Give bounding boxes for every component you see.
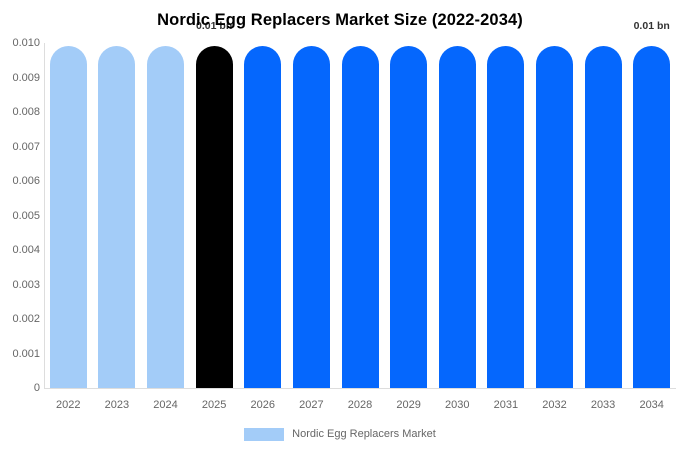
x-tick-label-2027: 2027 xyxy=(299,399,324,411)
bar-2025[interactable] xyxy=(195,46,233,388)
chart-title: Nordic Egg Replacers Market Size (2022-2… xyxy=(157,11,523,29)
bar-2034[interactable] xyxy=(633,46,671,388)
data-label-2025: 0.01 bn xyxy=(196,20,233,32)
bar-2024[interactable] xyxy=(147,46,185,388)
bar-2031[interactable] xyxy=(487,46,525,388)
x-axis-line xyxy=(44,388,676,389)
y-tick-label-0.003: 0.003 xyxy=(12,278,40,291)
x-tick-label-2033: 2033 xyxy=(590,399,616,411)
bar-2026[interactable] xyxy=(244,46,282,388)
x-tick-label-2028: 2028 xyxy=(347,399,373,411)
x-tick-label-2026: 2026 xyxy=(250,399,276,411)
bar-2023[interactable] xyxy=(98,46,136,388)
bar-2033[interactable] xyxy=(584,46,622,388)
x-tick-label-2031: 2031 xyxy=(493,399,519,411)
bar-2030[interactable] xyxy=(438,46,476,388)
y-tick-label-0.004: 0.004 xyxy=(12,244,40,256)
x-tick-label-2023: 2023 xyxy=(104,399,130,411)
x-tick-label-2024: 2024 xyxy=(153,399,178,411)
x-tick-label-2034: 2034 xyxy=(639,399,664,411)
bar-2022[interactable] xyxy=(49,46,87,388)
bar-2029[interactable] xyxy=(390,46,428,388)
y-tick-label-0.009: 0.009 xyxy=(12,71,40,84)
x-tick-label-2030: 2030 xyxy=(444,399,470,411)
y-tick-label-0.007: 0.007 xyxy=(12,140,40,153)
x-tick-label-2025: 2025 xyxy=(201,399,227,411)
y-axis-line xyxy=(44,43,45,388)
y-tick-label-0: 0 xyxy=(33,382,40,394)
y-tick-label-0.005: 0.005 xyxy=(12,209,40,222)
y-tick-label-0.006: 0.006 xyxy=(12,175,40,187)
y-tick-label-0.008: 0.008 xyxy=(12,106,40,118)
legend-item[interactable]: Nordic Egg Replacers Market xyxy=(0,426,680,442)
y-tick-label-0.002: 0.002 xyxy=(12,313,40,325)
bar-2027[interactable] xyxy=(292,46,330,388)
legend-label: Nordic Egg Replacers Market xyxy=(292,428,436,440)
data-label-2034: 0.01 bn xyxy=(633,20,670,32)
bar-2032[interactable] xyxy=(535,46,573,388)
x-tick-label-2022: 2022 xyxy=(56,399,81,411)
bar-2028[interactable] xyxy=(341,46,379,388)
x-tick-label-2029: 2029 xyxy=(396,399,421,411)
legend-swatch xyxy=(244,427,285,441)
y-tick-label-0.001: 0.001 xyxy=(12,347,40,360)
x-tick-label-2032: 2032 xyxy=(542,399,567,411)
y-tick-label-0.010: 0.010 xyxy=(12,37,40,49)
